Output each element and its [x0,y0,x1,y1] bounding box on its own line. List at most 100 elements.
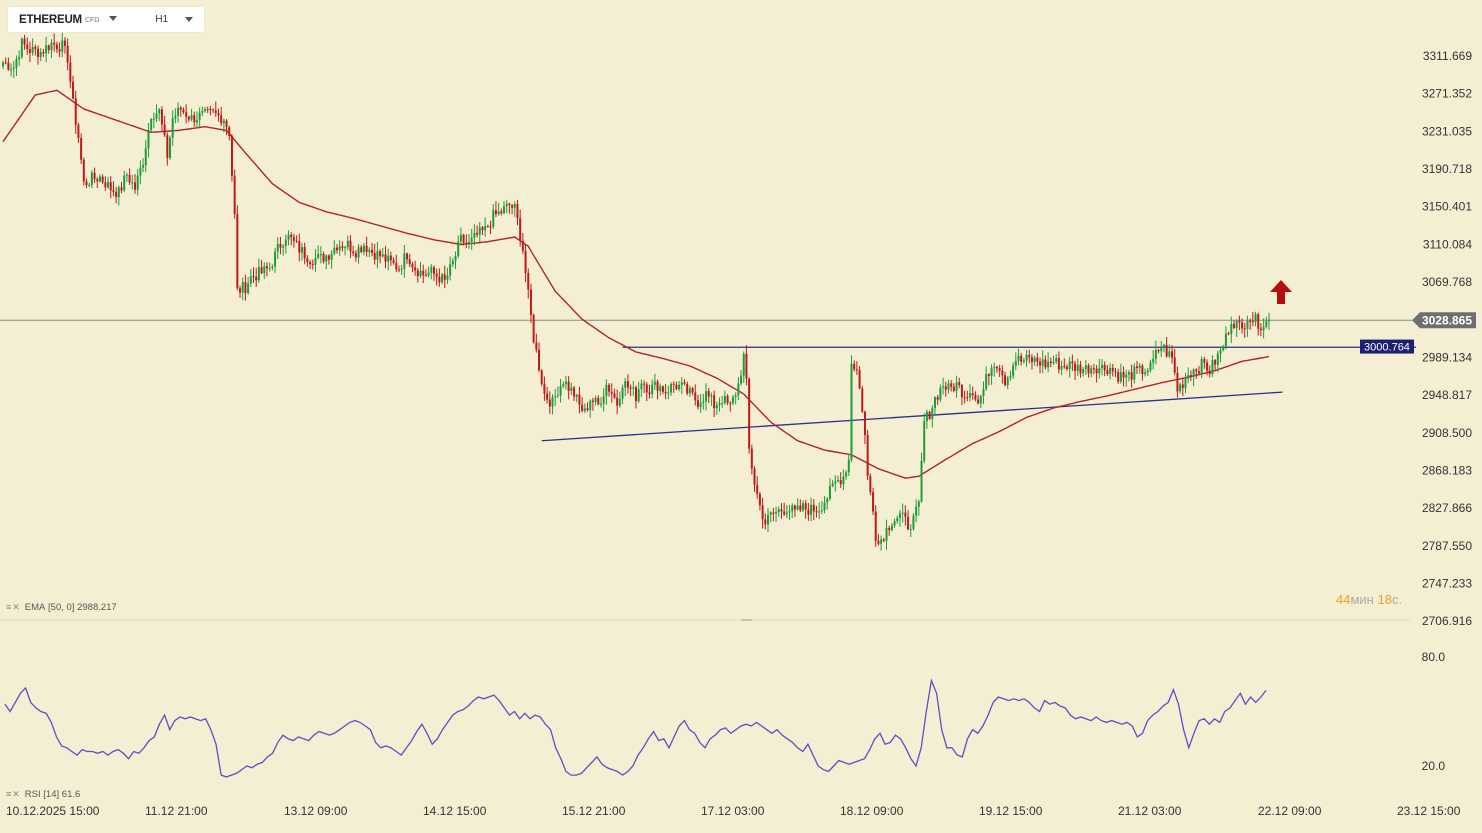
candle-body [15,59,18,68]
ema-value: 2988.217 [77,602,117,613]
candle-body [1079,364,1082,374]
candle-body [783,511,786,515]
candle-body [406,253,409,260]
candle-body [42,51,45,54]
time-tick-label: 19.12 15:00 [979,804,1043,818]
rsi-params: [14] [43,789,60,800]
candle-body [745,353,748,379]
candle-body [190,115,193,120]
timer-min-unit: мин [1350,592,1374,607]
candle-body [354,253,357,258]
candle-body [484,226,487,231]
candle-body [306,258,309,263]
candle-body [680,382,683,385]
candle-body [322,254,325,262]
candle-body [1176,372,1179,392]
candle-body [1041,359,1044,366]
candle-body [885,527,888,541]
candle-body [987,374,990,377]
candle-body [866,434,869,477]
candle-body [368,249,371,253]
candle-body [731,396,734,404]
candle-body [546,393,549,400]
candle-body [667,392,670,394]
candle-body [888,527,891,531]
candle-body [532,314,535,343]
candle-body [1071,361,1074,364]
candle-body [1203,359,1206,363]
candle-body [276,243,279,252]
candle-body [573,387,576,397]
candle-body [303,247,306,259]
candle-body [1171,351,1174,358]
candle-body [236,214,239,289]
candle-body [204,108,207,111]
candle-body [133,182,136,190]
trendlines[interactable] [541,346,1416,442]
candle-body [465,242,468,244]
symbol-dropdown-icon[interactable] [109,15,118,21]
candle-body [7,62,10,70]
candle-body [58,49,61,52]
candle-body [893,521,896,526]
candle-body [427,272,430,276]
candle-body [265,266,268,269]
candle-body [225,120,228,128]
candle-body [1157,349,1160,352]
candle-body [538,349,541,371]
candle-body [139,167,142,176]
time-tick-label: 18.12 09:00 [840,804,904,818]
time-axis[interactable]: 10.12.2025 15:00 11.12 21:00 13.12 09:00 14… [6,804,1461,818]
indicator-settings-icon[interactable]: ≡✕ [6,789,21,799]
candle-body [1262,326,1265,331]
candle-body [750,448,753,469]
candle-body [562,384,565,387]
price-tick-label: 2908.500 [1422,426,1472,440]
candle-body [136,175,139,190]
timeframe-dropdown-icon[interactable] [185,17,194,22]
candle-body [1230,324,1233,334]
rsi-indicator-label[interactable]: ≡✕ RSI [14] 61.6 [6,789,80,800]
candle-body [263,266,266,274]
candle-body [1014,360,1017,366]
candle-body [18,56,21,60]
candle-body [1208,370,1211,375]
indicator-settings-icon[interactable]: ≡✕ [6,602,21,612]
candle-body [1044,359,1047,368]
price-tick-label: 2827.866 [1422,501,1472,515]
symbol-selector[interactable]: ETHEREUM CFD H1 [8,7,204,32]
candle-body [1219,350,1222,354]
candle-body [713,395,716,409]
pane-separator [0,619,1410,621]
candle-body [508,203,511,206]
candle-body [1125,374,1128,378]
candle-body [828,485,831,499]
candle-body [1206,362,1209,371]
candle-body [319,254,322,256]
candle-body [737,383,740,396]
candle-body [675,384,678,390]
candle-body [80,138,83,160]
candle-body [855,369,858,371]
candle-body [721,403,724,405]
candle-body [1214,360,1217,365]
price-axis[interactable]: 3311.669 3271.352 3231.035 3190.718 3150.401… [1422,49,1472,628]
candle-body [812,504,815,512]
candle-body [432,267,435,274]
candle-body [424,275,427,277]
candle-body [1004,375,1007,386]
timeframe-value[interactable]: H1 [155,14,169,25]
candle-body [907,516,910,530]
candle-body [411,264,414,268]
price-tick-label: 2706.916 [1422,614,1472,628]
ema-indicator-label[interactable]: ≡✕ EMA [50, 0] 2988.217 [6,602,117,613]
candle-body [220,115,223,124]
time-tick-label: 23.12 15:00 [1397,804,1461,818]
candle-body [101,176,104,183]
candle-body [1232,324,1235,328]
candle-body [1092,368,1095,370]
candle-body [69,62,72,82]
candle-body [756,484,759,494]
